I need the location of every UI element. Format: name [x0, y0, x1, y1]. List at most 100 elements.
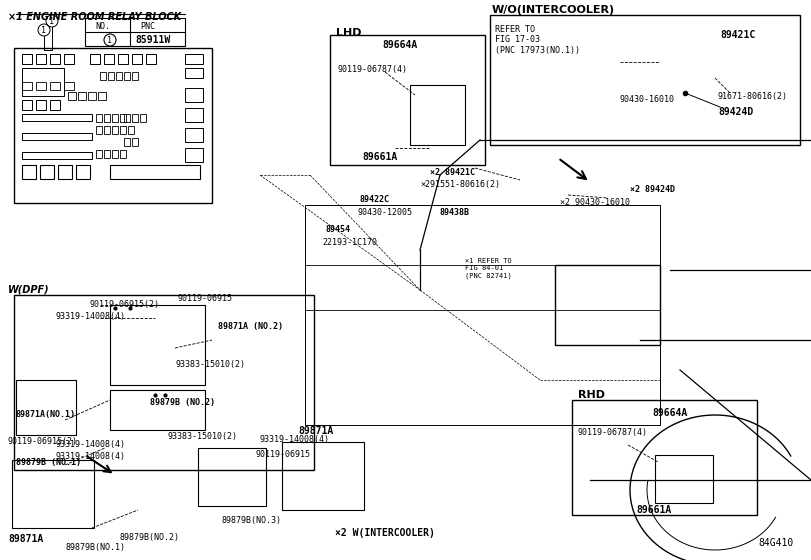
Text: 89422C: 89422C	[360, 195, 390, 204]
Bar	[410, 85, 465, 145]
Bar	[50, 100, 60, 110]
Text: W(DPF): W(DPF)	[8, 284, 49, 294]
Bar	[104, 114, 110, 122]
Bar	[185, 68, 203, 78]
Bar	[22, 114, 92, 121]
Text: 89871A: 89871A	[8, 534, 43, 544]
Bar	[120, 150, 126, 158]
Bar	[120, 114, 126, 122]
Text: NO.: NO.	[95, 22, 110, 31]
Bar	[132, 54, 142, 64]
Bar	[22, 82, 32, 90]
Bar	[22, 68, 64, 96]
Bar	[146, 54, 156, 64]
Bar	[305, 205, 660, 425]
Bar	[124, 114, 130, 122]
Bar	[124, 72, 130, 80]
Text: 89421C: 89421C	[720, 30, 755, 40]
Text: 89424D: 89424D	[718, 107, 753, 117]
Bar	[128, 126, 134, 134]
Bar	[64, 82, 74, 90]
Bar	[68, 92, 76, 100]
Text: 93319-14008(4): 93319-14008(4)	[55, 312, 125, 321]
Bar	[36, 82, 46, 90]
Text: 93319-14008(4): 93319-14008(4)	[55, 452, 125, 461]
Text: 85911W: 85911W	[135, 35, 170, 45]
Bar	[64, 54, 74, 64]
Text: 89661A: 89661A	[362, 152, 397, 162]
Bar	[36, 100, 46, 110]
Bar	[22, 54, 32, 64]
Bar	[655, 455, 713, 503]
Text: 89879B (NO.1): 89879B (NO.1)	[16, 458, 81, 467]
Bar	[108, 72, 114, 80]
Text: REFER TO
FIG 17-03
(PNC 17973(NO.1)): REFER TO FIG 17-03 (PNC 17973(NO.1))	[495, 25, 580, 55]
Bar	[96, 150, 102, 158]
Text: ×1 REFER TO
FIG 84-01
(PNC 82741): ×1 REFER TO FIG 84-01 (PNC 82741)	[465, 258, 512, 278]
Text: ×2 90430-16010: ×2 90430-16010	[560, 198, 630, 207]
Text: 1: 1	[108, 35, 113, 44]
Text: 90430-12005: 90430-12005	[358, 208, 413, 217]
Bar	[104, 54, 114, 64]
Bar	[78, 92, 86, 100]
Text: 90119-06915(2): 90119-06915(2)	[90, 300, 160, 309]
Bar	[140, 114, 146, 122]
Text: 22193-1C170: 22193-1C170	[322, 238, 377, 247]
Text: 89879B(NO.2): 89879B(NO.2)	[120, 533, 180, 542]
Bar	[282, 442, 364, 510]
Bar	[50, 82, 60, 90]
Text: 89871A (NO.2): 89871A (NO.2)	[218, 322, 283, 331]
Text: 90119-06915: 90119-06915	[255, 450, 310, 459]
Bar	[100, 72, 106, 80]
Text: ×1 ENGINE ROOM RELAY BLOCK: ×1 ENGINE ROOM RELAY BLOCK	[8, 12, 181, 22]
Bar	[50, 54, 60, 64]
Text: PNC: PNC	[140, 22, 155, 31]
Text: 89879B(NO.3): 89879B(NO.3)	[222, 516, 282, 525]
Bar	[185, 128, 203, 142]
Bar	[116, 72, 122, 80]
Bar	[132, 72, 138, 80]
Bar	[14, 295, 314, 470]
Bar	[132, 138, 138, 146]
Bar	[185, 54, 203, 64]
Bar	[22, 165, 36, 179]
Bar	[40, 165, 54, 179]
Bar	[110, 165, 200, 179]
Text: 89664A: 89664A	[382, 40, 418, 50]
Bar	[112, 114, 118, 122]
Text: ×2 89424D: ×2 89424D	[630, 185, 675, 194]
Text: 89871A: 89871A	[298, 426, 333, 436]
Bar	[22, 152, 92, 159]
Text: 93319-14008(4): 93319-14008(4)	[260, 435, 330, 444]
Bar	[572, 400, 757, 515]
Text: RHD: RHD	[578, 390, 605, 400]
Bar	[96, 114, 102, 122]
Bar	[112, 126, 118, 134]
Text: LHD: LHD	[336, 28, 362, 38]
Bar	[110, 390, 205, 430]
Bar	[85, 18, 185, 46]
Text: 1: 1	[49, 16, 54, 26]
Text: 90430-16010: 90430-16010	[620, 95, 675, 104]
Bar	[124, 138, 130, 146]
Bar	[120, 126, 126, 134]
Bar	[555, 265, 660, 345]
Bar	[36, 54, 46, 64]
Text: 89664A: 89664A	[652, 408, 688, 418]
Text: ×291551-80616(2): ×291551-80616(2)	[420, 180, 500, 189]
Text: ×2 89421C: ×2 89421C	[430, 168, 475, 177]
Text: 89454: 89454	[325, 225, 350, 234]
Bar	[490, 15, 800, 145]
Bar	[88, 92, 96, 100]
Bar	[104, 150, 110, 158]
Text: 89871A(NO.1): 89871A(NO.1)	[16, 410, 76, 419]
Bar	[185, 148, 203, 162]
Bar	[22, 133, 92, 140]
Text: 84G410: 84G410	[758, 538, 793, 548]
Bar	[132, 114, 138, 122]
Bar	[16, 380, 76, 435]
Text: 90119-06787(4): 90119-06787(4)	[338, 65, 408, 74]
Text: 89879B(NO.1): 89879B(NO.1)	[65, 543, 125, 552]
Bar	[76, 165, 90, 179]
Bar	[330, 35, 485, 165]
